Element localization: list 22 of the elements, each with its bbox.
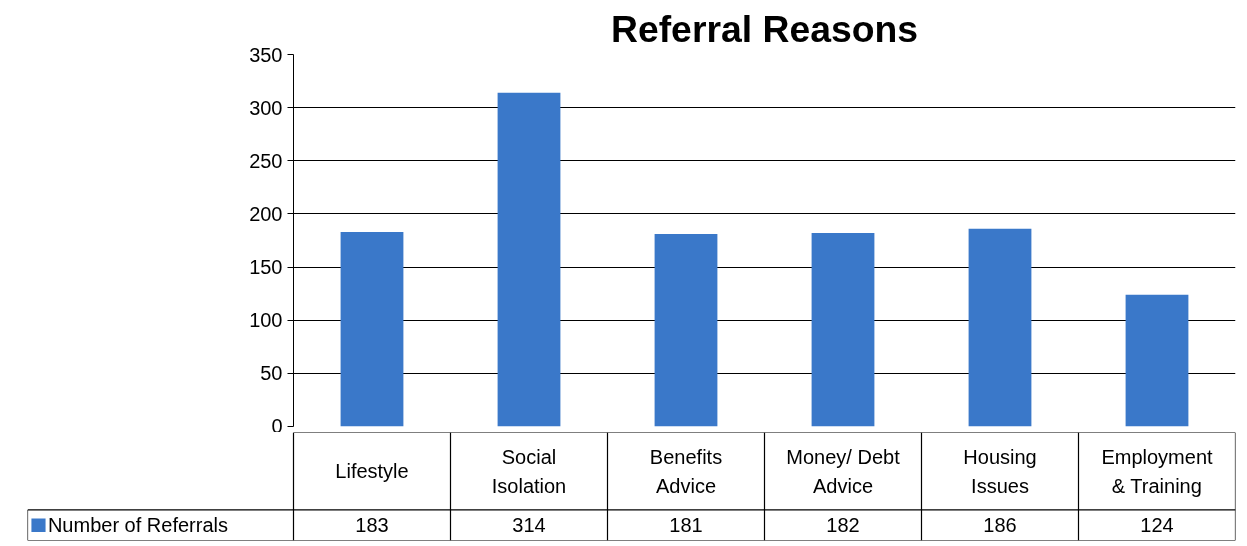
y-tick-label: 250	[249, 149, 283, 172]
y-tick-label: 300	[249, 96, 283, 119]
y-tick-label: 200	[249, 202, 283, 225]
y-tick-label: 100	[249, 309, 283, 332]
legend-label: Number of Referrals	[47, 514, 228, 537]
chart-title: Referral Reasons	[610, 7, 919, 50]
y-tick-label: 350	[249, 43, 283, 66]
x-tick-label: Social Isolation	[491, 445, 567, 497]
data-label: 181	[669, 514, 703, 537]
data-label: 186	[983, 514, 1017, 537]
x-tick-label: Employment & Training	[1101, 445, 1214, 497]
data-label: 314	[512, 514, 546, 537]
data-label: 182	[826, 514, 860, 537]
data-label: 183	[355, 514, 389, 537]
x-tick-label: Housing Issues	[963, 445, 1037, 497]
y-tick-label: 50	[260, 362, 283, 385]
x-tick-label: Lifestyle	[335, 460, 409, 483]
data-label: 124	[1140, 514, 1174, 537]
x-tick-label: Benefits Advice	[649, 445, 723, 497]
y-tick-label: 150	[249, 256, 283, 279]
y-tick-label: 0	[271, 414, 283, 437]
x-tick-label: Money/ Debt Advice	[786, 445, 901, 497]
